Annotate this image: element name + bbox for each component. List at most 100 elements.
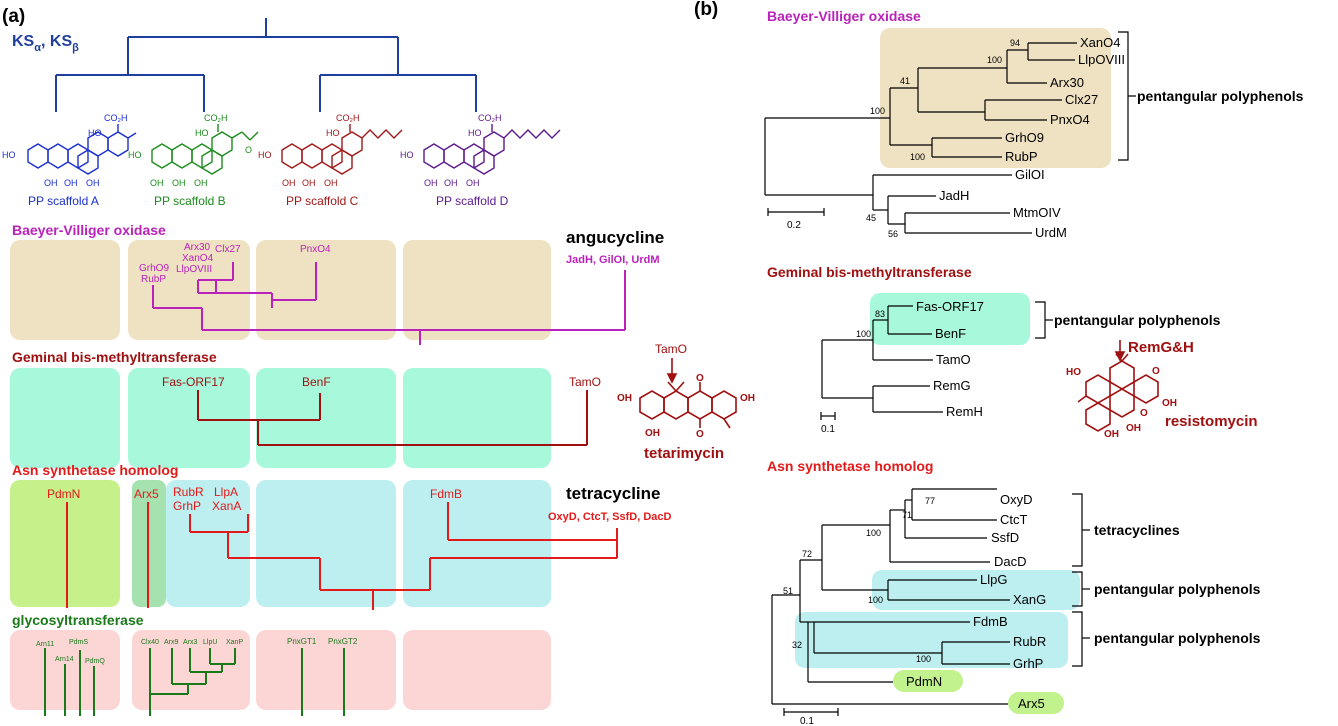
bvo-tree bbox=[152, 262, 626, 345]
resistomycin-oh-2: OH bbox=[1162, 398, 1177, 409]
b-asn-tree bbox=[771, 488, 1090, 716]
b-gmt-title: Geminal bis-methyltransferase bbox=[767, 264, 972, 280]
b-gmt-leaf-tamo: TamO bbox=[936, 352, 971, 367]
resistomycin-keto-1: O bbox=[1152, 366, 1160, 377]
b-bvo-leaf-llpoviii: LlpOVIII bbox=[1078, 52, 1125, 67]
tetarimycin-label: tetarimycin bbox=[644, 445, 724, 462]
scaffold-b-oh-4: OH bbox=[172, 178, 186, 188]
scaffold-c-acid: CO₂H bbox=[336, 113, 360, 123]
scaffold-b-structure bbox=[151, 124, 259, 175]
tetracycline-list: OxyD, CtcT, SsfD, DacD bbox=[548, 511, 672, 523]
b-asn-bs-71: 71 bbox=[902, 510, 912, 520]
scaffold-b-label: PP scaffold B bbox=[154, 194, 226, 208]
tetarimycin-keto-2: O bbox=[696, 429, 704, 440]
scaffold-d-label: PP scaffold D bbox=[436, 194, 509, 208]
scaffold-c-oh-1: HO bbox=[258, 150, 272, 160]
b-asn-title: Asn synthetase homolog bbox=[767, 458, 933, 474]
b-bvo-bs-45: 45 bbox=[866, 213, 876, 223]
tetarimycin-enzyme-label: TamO bbox=[655, 342, 687, 356]
asn-rubr: RubR bbox=[173, 485, 204, 499]
scaffold-c-oh-2: HO bbox=[326, 128, 340, 138]
b-asn-leaf-dacd: DacD bbox=[994, 554, 1027, 569]
panel-b-label: (b) bbox=[694, 0, 718, 20]
gmt-tamo: TamO bbox=[569, 375, 601, 389]
b-bvo-leaf-giloi: GilOI bbox=[1015, 167, 1045, 182]
b-bvo-leaf-urdm: UrdM bbox=[1035, 225, 1067, 240]
asn-arx5: Arx5 bbox=[134, 487, 159, 501]
glyco-arn14: Arn14 bbox=[55, 656, 74, 663]
b-bvo-leaf-jadh: JadH bbox=[939, 188, 969, 203]
scaffold-a-oh-1: HO bbox=[2, 150, 16, 160]
scaffold-d-structure bbox=[423, 124, 561, 175]
tetarimycin-oh-1: OH bbox=[617, 393, 632, 404]
asn-xana: XanA bbox=[212, 499, 241, 513]
glyco-arn11: Arn11 bbox=[36, 641, 54, 648]
asn-title: Asn synthetase homolog bbox=[12, 462, 178, 478]
asn-grhp: GrhP bbox=[173, 499, 201, 513]
b-bvo-leaf-arx30: Arx30 bbox=[1050, 75, 1084, 90]
scaffold-a-structure bbox=[27, 124, 137, 175]
b-asn-bracket-pp-1: pentangular polyphenols bbox=[1094, 581, 1261, 597]
scaffold-b-acid: CO₂H bbox=[204, 113, 228, 123]
b-bvo-bs-94: 94 bbox=[1010, 38, 1020, 48]
bvo-clx27: Clx27 bbox=[215, 244, 241, 255]
b-bvo-bracket-label: pentangular polyphenols bbox=[1137, 88, 1304, 104]
b-bvo-leaf-rubp: RubP bbox=[1005, 149, 1038, 164]
glyco-pdmq: PdmQ bbox=[85, 658, 105, 665]
ks-label: KSα, KSβ bbox=[12, 33, 79, 54]
b-gmt-leaf-remh: RemH bbox=[946, 404, 983, 419]
b-bvo-bs-56: 56 bbox=[888, 229, 898, 239]
glyco-arx9: Arx9 bbox=[164, 639, 179, 646]
glyco-arx3: Arx3 bbox=[183, 639, 198, 646]
b-asn-highlight-1 bbox=[872, 570, 1080, 610]
b-bvo-highlight bbox=[880, 28, 1111, 168]
scaffold-b-oh-5: OH bbox=[194, 178, 208, 188]
scaffold-b-oh-1: HO bbox=[128, 150, 142, 160]
scaffold-c-label: PP scaffold C bbox=[286, 194, 359, 208]
tetarimycin-oh-3: OH bbox=[645, 428, 660, 439]
b-bvo-leaf-grho9: GrhO9 bbox=[1005, 130, 1044, 145]
panel-a-label: (a) bbox=[2, 6, 25, 27]
b-asn-leaf-ctct: CtcT bbox=[1000, 512, 1028, 527]
gmt-title: Geminal bis-methyltransferase bbox=[12, 349, 217, 365]
b-asn-leaf-ssfd: SsfD bbox=[991, 530, 1019, 545]
angucycline-label: angucycline bbox=[566, 228, 664, 247]
scaffold-a-acid: CO₂H bbox=[104, 113, 128, 123]
glyco-pnxgt2: PnxGT2 bbox=[328, 637, 358, 646]
glyco-xanp: XanP bbox=[226, 639, 243, 646]
b-asn-leaf-xang: XanG bbox=[1013, 592, 1046, 607]
scaffold-d-oh-2: HO bbox=[468, 128, 482, 138]
bvo-title: Baeyer-Villiger oxidase bbox=[12, 222, 166, 238]
glyco-llpu: LlpU bbox=[203, 639, 217, 646]
b-bvo-bs-100c: 100 bbox=[910, 152, 925, 162]
resistomycin-keto-2: O bbox=[1140, 408, 1148, 419]
scaffold-d-oh-3: OH bbox=[424, 178, 438, 188]
b-asn-leaf-grhp: GrhP bbox=[1013, 656, 1043, 671]
ks-tree bbox=[55, 18, 477, 112]
scaffold-a-oh-5: OH bbox=[86, 178, 100, 188]
scaffold-b-oh-2: HO bbox=[195, 128, 209, 138]
resistomycin-enzyme-label: RemG&H bbox=[1128, 339, 1194, 356]
tetarimycin-keto-1: O bbox=[696, 373, 704, 384]
b-bvo-bs-100a: 100 bbox=[987, 55, 1002, 65]
b-asn-leaf-llpg: LlpG bbox=[980, 572, 1007, 587]
b-gmt-tree bbox=[820, 301, 1053, 420]
asn-fdmb: FdmB bbox=[430, 487, 462, 501]
bvo-xano4: XanO4 bbox=[182, 253, 214, 264]
b-asn-highlight-2 bbox=[795, 612, 1068, 668]
b-asn-bs-100c: 100 bbox=[916, 654, 931, 664]
b-asn-bs-100a: 100 bbox=[866, 528, 881, 538]
glyco-pdms: PdmS bbox=[69, 639, 88, 646]
b-asn-bs-51: 51 bbox=[783, 586, 793, 596]
asn-tree bbox=[66, 502, 618, 610]
b-asn-bs-72: 72 bbox=[802, 549, 812, 559]
b-bvo-leaf-clx27: Clx27 bbox=[1065, 92, 1098, 107]
b-asn-bs-77: 77 bbox=[925, 496, 935, 506]
b-bvo-leaf-pnxo4: PnxO4 bbox=[1050, 112, 1090, 127]
b-bvo-bs-41: 41 bbox=[900, 76, 910, 86]
asn-llpa: LlpA bbox=[214, 485, 238, 499]
asn-pdmn: PdmN bbox=[47, 487, 80, 501]
scaffold-b-ketone: O bbox=[245, 145, 252, 155]
scaffold-a-oh-4: OH bbox=[64, 178, 78, 188]
